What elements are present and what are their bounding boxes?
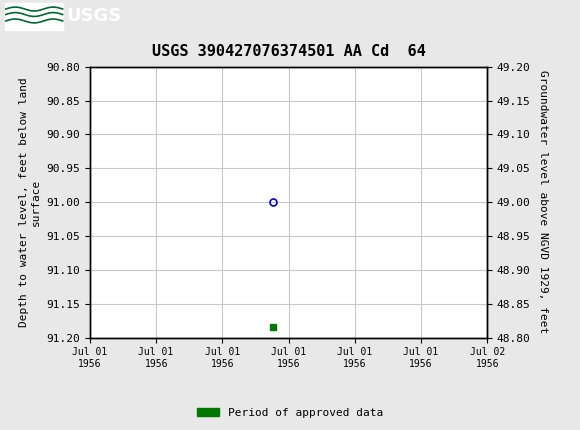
Y-axis label: Groundwater level above NGVD 1929, feet: Groundwater level above NGVD 1929, feet [538,71,548,334]
Title: USGS 390427076374501 AA Cd  64: USGS 390427076374501 AA Cd 64 [152,43,425,58]
Legend: Period of approved data: Period of approved data [193,403,387,422]
Text: USGS: USGS [67,7,122,25]
FancyBboxPatch shape [5,3,63,30]
Y-axis label: Depth to water level, feet below land
surface: Depth to water level, feet below land su… [19,77,41,327]
